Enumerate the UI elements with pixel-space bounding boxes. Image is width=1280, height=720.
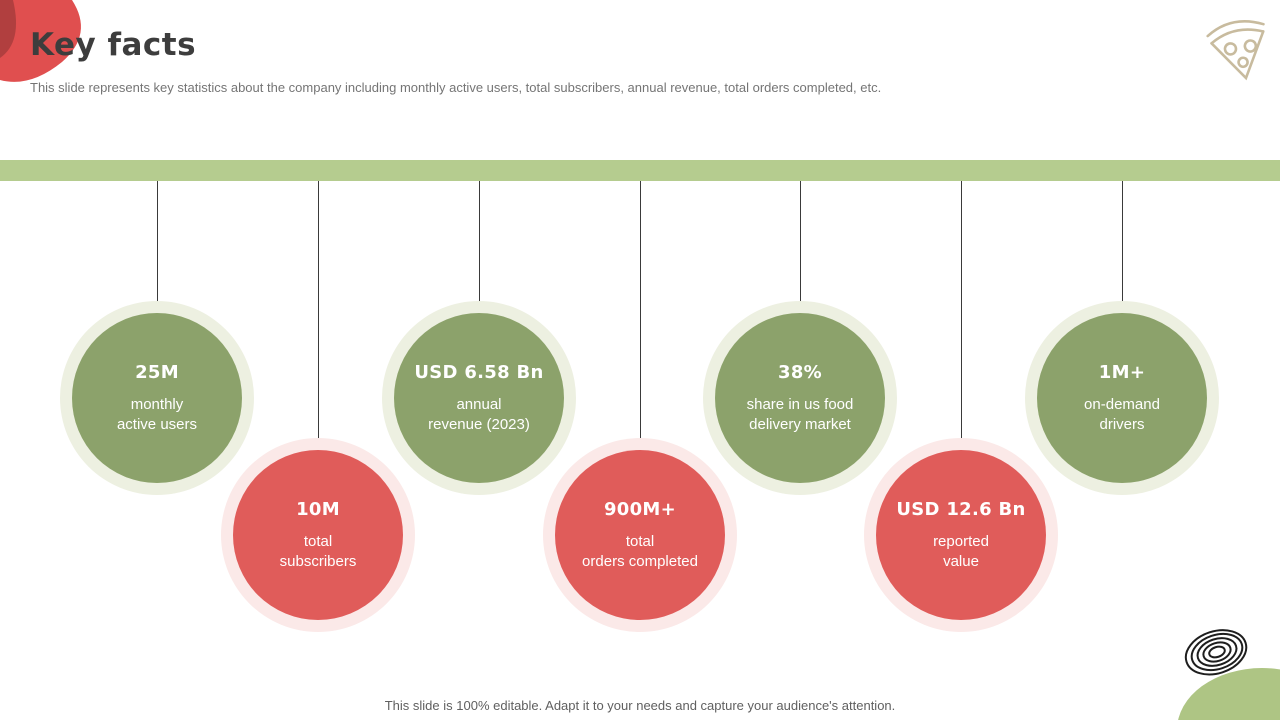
fact-value: 10M xyxy=(296,498,340,520)
red-blob-shape xyxy=(0,0,81,82)
fact-value: 1M+ xyxy=(1098,361,1146,383)
fact-label: monthly active users xyxy=(116,395,198,433)
fact-circle-inner: 1M+ on-demand drivers xyxy=(1037,313,1207,483)
fact-value: USD 12.6 Bn xyxy=(896,498,1026,520)
fact-label: share in us food delivery market xyxy=(746,395,854,433)
fact-label: total orders completed xyxy=(582,532,698,570)
red-blob-decoration xyxy=(0,0,96,102)
fact-circle-inner: 38% share in us food delivery market xyxy=(715,313,885,483)
fact-circle-inner: USD 6.58 Bn annual revenue (2023) xyxy=(394,313,564,483)
page-subtitle: This slide represents key statistics abo… xyxy=(30,80,882,95)
fact-value: 25M xyxy=(135,361,179,383)
scribble-icon xyxy=(1182,625,1252,679)
fact-circle-inner: 10M total subscribers xyxy=(233,450,403,620)
pendant-line xyxy=(479,181,480,302)
fact-circle-monthly-active-users: 25M monthly active users xyxy=(60,301,254,495)
pendant-line xyxy=(157,181,158,302)
divider-bar xyxy=(0,160,1280,181)
pendant-line xyxy=(1122,181,1123,302)
page-title: Key facts xyxy=(30,27,197,63)
fact-label: total subscribers xyxy=(279,532,357,570)
fact-circle-annual-revenue: USD 6.58 Bn annual revenue (2023) xyxy=(382,301,576,495)
pendant-line xyxy=(640,181,641,439)
fact-circle-market-share: 38% share in us food delivery market xyxy=(703,301,897,495)
fact-circle-inner: 900M+ total orders completed xyxy=(555,450,725,620)
pendant-line xyxy=(961,181,962,439)
pendant-line xyxy=(318,181,319,439)
pizza-icon xyxy=(1196,6,1280,86)
fact-circle-inner: 25M monthly active users xyxy=(72,313,242,483)
fact-value: USD 6.58 Bn xyxy=(414,361,544,383)
fact-circle-on-demand-drivers: 1M+ on-demand drivers xyxy=(1025,301,1219,495)
fact-circle-orders-completed: 900M+ total orders completed xyxy=(543,438,737,632)
fact-label: on-demand drivers xyxy=(1084,395,1160,433)
fact-value: 900M+ xyxy=(603,498,677,520)
fact-circle-inner: USD 12.6 Bn reported value xyxy=(876,450,1046,620)
fact-value: 38% xyxy=(778,361,822,383)
footer-note: This slide is 100% editable. Adapt it to… xyxy=(384,698,896,713)
fact-label: annual revenue (2023) xyxy=(428,395,530,433)
fact-label: reported value xyxy=(933,532,989,570)
fact-circle-reported-value: USD 12.6 Bn reported value xyxy=(864,438,1058,632)
pendant-line xyxy=(800,181,801,302)
fact-circle-total-subscribers: 10M total subscribers xyxy=(221,438,415,632)
